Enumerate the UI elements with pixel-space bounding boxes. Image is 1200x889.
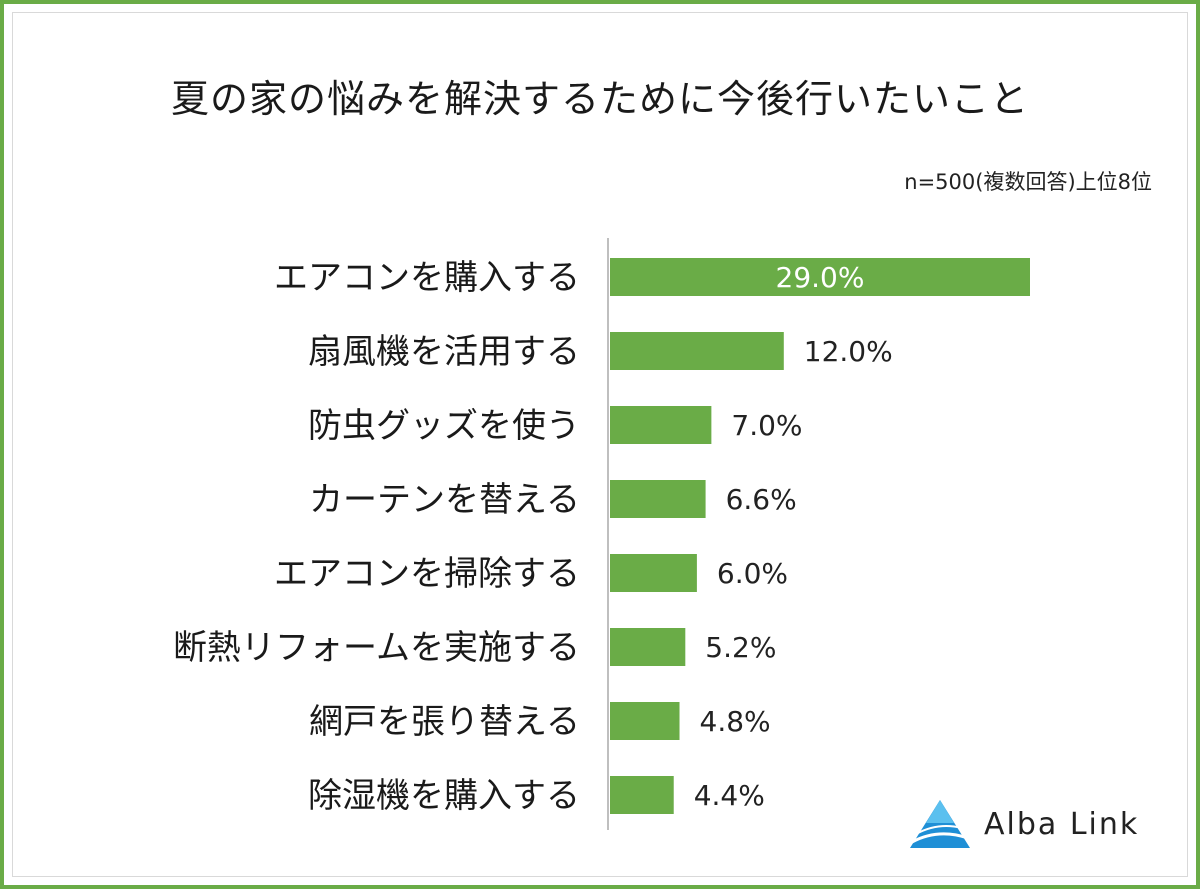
category-label: カーテンを替える bbox=[309, 480, 580, 520]
bar bbox=[610, 258, 1030, 296]
bar bbox=[610, 332, 784, 370]
chart-title: 夏の家の悩みを解決するために今後行いたいこと bbox=[170, 77, 1029, 121]
bar bbox=[610, 480, 706, 518]
value-label: 6.6% bbox=[726, 483, 797, 516]
value-label: 5.2% bbox=[705, 631, 776, 664]
bar bbox=[610, 776, 674, 814]
bar bbox=[610, 554, 697, 592]
chart-subtitle: n=500(複数回答)上位8位 bbox=[904, 170, 1152, 194]
category-label: エアコンを掃除する bbox=[274, 554, 580, 594]
alba-link-logo: Alba Link bbox=[908, 798, 1139, 850]
value-label: 12.0% bbox=[804, 335, 893, 368]
value-label: 4.4% bbox=[694, 779, 765, 812]
value-label: 7.0% bbox=[731, 409, 802, 442]
category-label: エアコンを購入する bbox=[274, 258, 580, 298]
bar bbox=[610, 406, 712, 444]
alba-link-logo-icon bbox=[910, 800, 970, 848]
category-label: 防虫グッズを使う bbox=[308, 406, 580, 446]
bar bbox=[610, 702, 680, 740]
category-label: 除湿機を購入する bbox=[308, 776, 580, 816]
category-label: 断熱リフォームを実施する bbox=[173, 628, 580, 668]
bar bbox=[610, 628, 686, 666]
logo-text: Alba Link bbox=[984, 806, 1140, 842]
value-label: 29.0% bbox=[776, 261, 865, 294]
category-label: 網戸を張り替える bbox=[309, 702, 580, 742]
value-label: 4.8% bbox=[700, 705, 771, 738]
chart-frame-inner bbox=[12, 12, 1188, 877]
value-label: 6.0% bbox=[717, 557, 788, 590]
category-label: 扇風機を活用する bbox=[308, 332, 580, 372]
